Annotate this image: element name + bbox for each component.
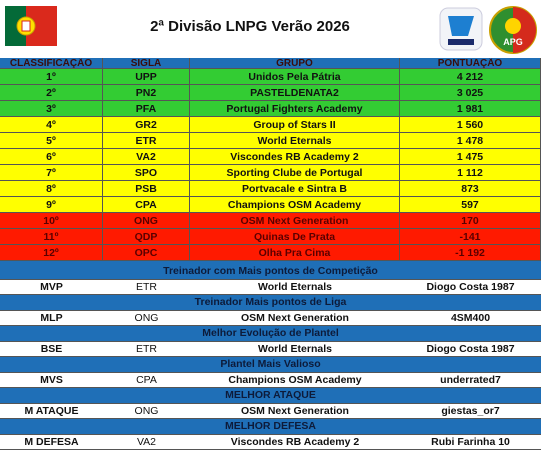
award-group: Champions OSM Academy [190, 372, 400, 388]
award-group: Viscondes RB Academy 2 [190, 434, 400, 450]
award-title: MELHOR DEFESA [0, 419, 541, 435]
points-cell: -141 [400, 229, 541, 245]
points-cell: 170 [400, 213, 541, 229]
award-title: Plantel Mais Valioso [0, 357, 541, 373]
points-cell: 1 475 [400, 149, 541, 165]
position-cell: 10º [0, 213, 103, 229]
sigla-cell: VA2 [103, 149, 190, 165]
sigla-cell: OPC [103, 245, 190, 261]
liga-logo [439, 7, 483, 51]
award-sigla: ONG [103, 310, 190, 326]
group-cell: Portugal Fighters Academy [190, 101, 400, 117]
group-cell: Olha Pra Cima [190, 245, 400, 261]
column-header: PONTUAÇÃO [400, 58, 541, 69]
award-code: M ATAQUE [0, 403, 103, 419]
column-header: CLASSIFICAÇÃO [0, 58, 103, 69]
position-cell: 5º [0, 133, 103, 149]
position-cell: 11º [0, 229, 103, 245]
group-cell: PASTELDENATA2 [190, 85, 400, 101]
sigla-cell: ETR [103, 133, 190, 149]
award-title: Treinador com Mais pontos de Competição [0, 264, 541, 280]
award-group: World Eternals [190, 279, 400, 295]
position-cell: 9º [0, 197, 103, 213]
sigla-cell: PFA [103, 101, 190, 117]
award-code: M DEFESA [0, 434, 103, 450]
group-cell: Unidos Pela Pátria [190, 69, 400, 85]
award-sigla: ONG [103, 403, 190, 419]
title: 2ª Divisão LNPG Verão 2026 [150, 18, 350, 35]
points-cell: 873 [400, 181, 541, 197]
position-cell: 2º [0, 85, 103, 101]
points-cell: 1 560 [400, 117, 541, 133]
sigla-cell: PSB [103, 181, 190, 197]
award-winner: Diogo Costa 1987 [400, 279, 541, 295]
points-cell: 3 025 [400, 85, 541, 101]
points-cell: 597 [400, 197, 541, 213]
award-group: World Eternals [190, 341, 400, 357]
group-cell: Champions OSM Academy [190, 197, 400, 213]
position-cell: 12º [0, 245, 103, 261]
award-group: OSM Next Generation [190, 310, 400, 326]
award-code: MVP [0, 279, 103, 295]
sigla-cell: SPO [103, 165, 190, 181]
sigla-cell: GR2 [103, 117, 190, 133]
group-cell: Viscondes RB Academy 2 [190, 149, 400, 165]
group-cell: Group of Stars II [190, 117, 400, 133]
column-header: GRUPO [190, 58, 400, 69]
group-cell: Quinas De Prata [190, 229, 400, 245]
sigla-cell: UPP [103, 69, 190, 85]
group-cell: OSM Next Generation [190, 213, 400, 229]
points-cell: 4 212 [400, 69, 541, 85]
award-winner: giestas_or7 [400, 403, 541, 419]
award-sigla: CPA [103, 372, 190, 388]
apg-logo: APG [489, 6, 537, 54]
position-cell: 7º [0, 165, 103, 181]
sigla-cell: PN2 [103, 85, 190, 101]
award-sigla: ETR [103, 341, 190, 357]
award-winner: Rubi Farinha 10 [400, 434, 541, 450]
points-cell: 1 478 [400, 133, 541, 149]
award-sigla: VA2 [103, 434, 190, 450]
position-cell: 6º [0, 149, 103, 165]
points-cell: 1 112 [400, 165, 541, 181]
award-title: MELHOR ATAQUE [0, 388, 541, 404]
award-winner: 4SM400 [400, 310, 541, 326]
award-title: Treinador Mais pontos de Liga [0, 295, 541, 311]
points-cell: -1 192 [400, 245, 541, 261]
award-winner: underrated7 [400, 372, 541, 388]
position-cell: 3º [0, 101, 103, 117]
award-code: MLP [0, 310, 103, 326]
award-winner: Diogo Costa 1987 [400, 341, 541, 357]
portugal-flag [5, 6, 57, 46]
sigla-cell: QDP [103, 229, 190, 245]
logo-text: APG [503, 37, 523, 47]
position-cell: 4º [0, 117, 103, 133]
award-group: OSM Next Generation [190, 403, 400, 419]
points-cell: 1 981 [400, 101, 541, 117]
position-cell: 8º [0, 181, 103, 197]
position-cell: 1º [0, 69, 103, 85]
group-cell: Portvacale e Sintra B [190, 181, 400, 197]
column-header: SIGLA [103, 58, 190, 69]
sigla-cell: CPA [103, 197, 190, 213]
group-cell: World Eternals [190, 133, 400, 149]
award-code: BSE [0, 341, 103, 357]
group-cell: Sporting Clube de Portugal [190, 165, 400, 181]
separator [0, 261, 541, 264]
award-code: MVS [0, 372, 103, 388]
award-sigla: ETR [103, 279, 190, 295]
sigla-cell: ONG [103, 213, 190, 229]
award-title: Melhor Evolução de Plantel [0, 326, 541, 342]
